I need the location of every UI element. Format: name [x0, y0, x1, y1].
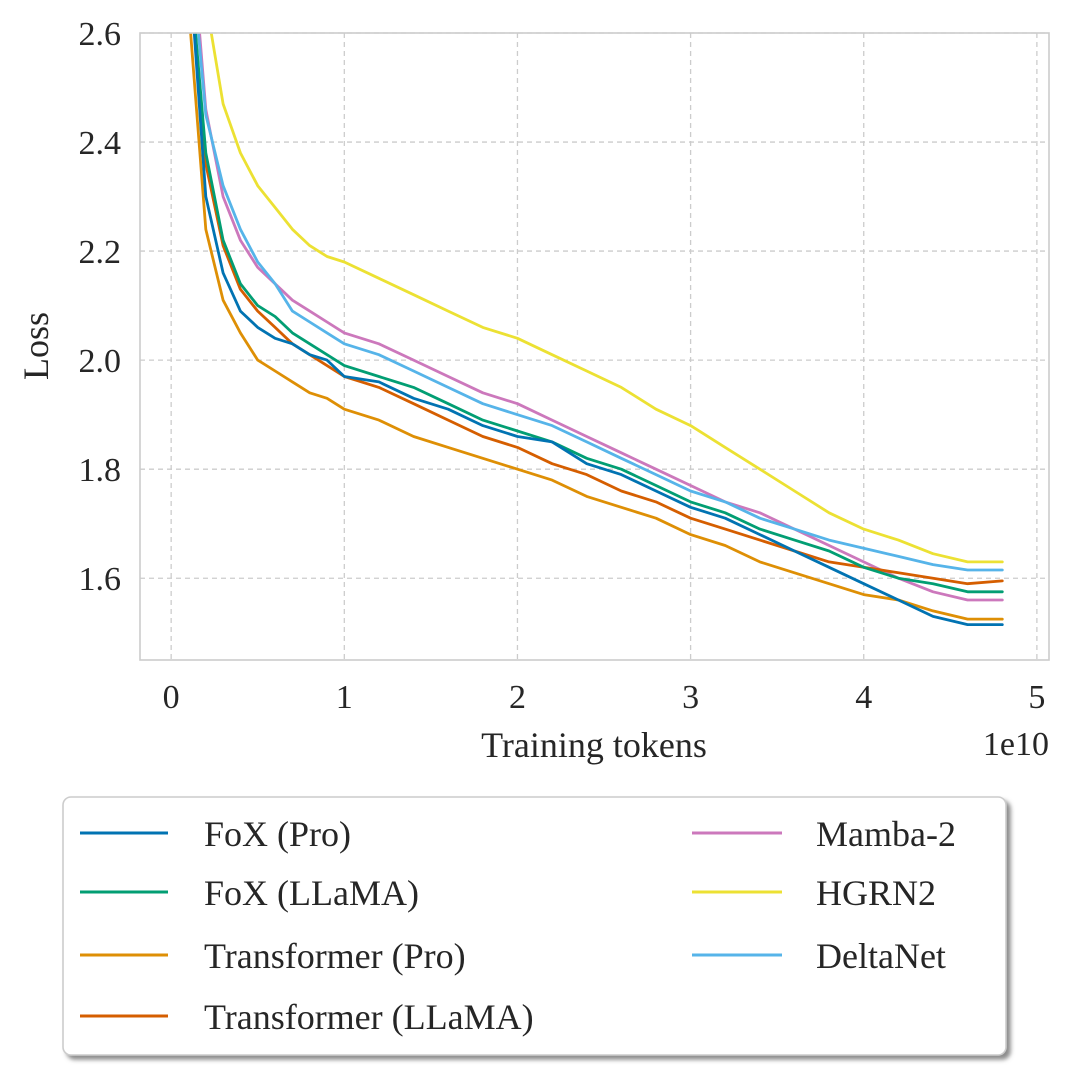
series-line-mamba-2	[198, 33, 1004, 602]
x-tick-label: 2	[509, 679, 526, 716]
y-tick-label: 2.4	[79, 125, 122, 162]
y-tick-label: 1.6	[79, 561, 122, 598]
x-tick-label: 5	[1028, 679, 1045, 716]
y-tick-label: 2.0	[79, 343, 122, 380]
series-line-deltanet	[196, 33, 1004, 572]
series-line-transformer-llama	[193, 33, 1004, 586]
legend-label: FoX (Pro)	[204, 814, 351, 854]
legend-box	[62, 796, 1007, 1056]
series-group	[189, 33, 1004, 626]
y-axis-ticks: 1.6 1.8 2.0 2.2 2.4 2.6	[79, 16, 122, 598]
x-offset-label: 1e10	[983, 726, 1049, 763]
x-tick-label: 3	[682, 679, 699, 716]
series-line-transformer-pro	[189, 33, 1004, 621]
series-line-fox-llama	[194, 33, 1004, 594]
legend-label: DeltaNet	[816, 936, 946, 976]
x-tick-label: 4	[855, 679, 872, 716]
x-tick-label: 0	[163, 679, 180, 716]
x-tick-label: 1	[336, 679, 353, 716]
legend-label: Mamba-2	[816, 814, 956, 854]
legend: FoX (Pro) FoX (LLaMA) Transformer (Pro) Tra…	[62, 796, 1007, 1056]
series-line-hgrn2	[209, 33, 1004, 564]
y-tick-label: 2.6	[79, 16, 122, 53]
legend-label: Transformer (LLaMA)	[204, 997, 534, 1037]
grid-lines	[140, 32, 1049, 660]
plot-frame	[139, 32, 1050, 661]
legend-label: HGRN2	[816, 873, 936, 913]
y-axis-label: Loss	[16, 312, 56, 380]
x-axis-label: Training tokens	[481, 725, 707, 765]
legend-label: Transformer (Pro)	[204, 936, 466, 976]
series-line-fox-pro	[192, 33, 1004, 626]
y-tick-label: 2.2	[79, 234, 122, 271]
legend-items: FoX (Pro) FoX (LLaMA) Transformer (Pro) Tra…	[80, 814, 956, 1037]
legend-label: FoX (LLaMA)	[204, 873, 419, 913]
x-axis-ticks: 0 1 2 3 4 5	[163, 679, 1046, 716]
y-tick-label: 1.8	[79, 452, 122, 489]
